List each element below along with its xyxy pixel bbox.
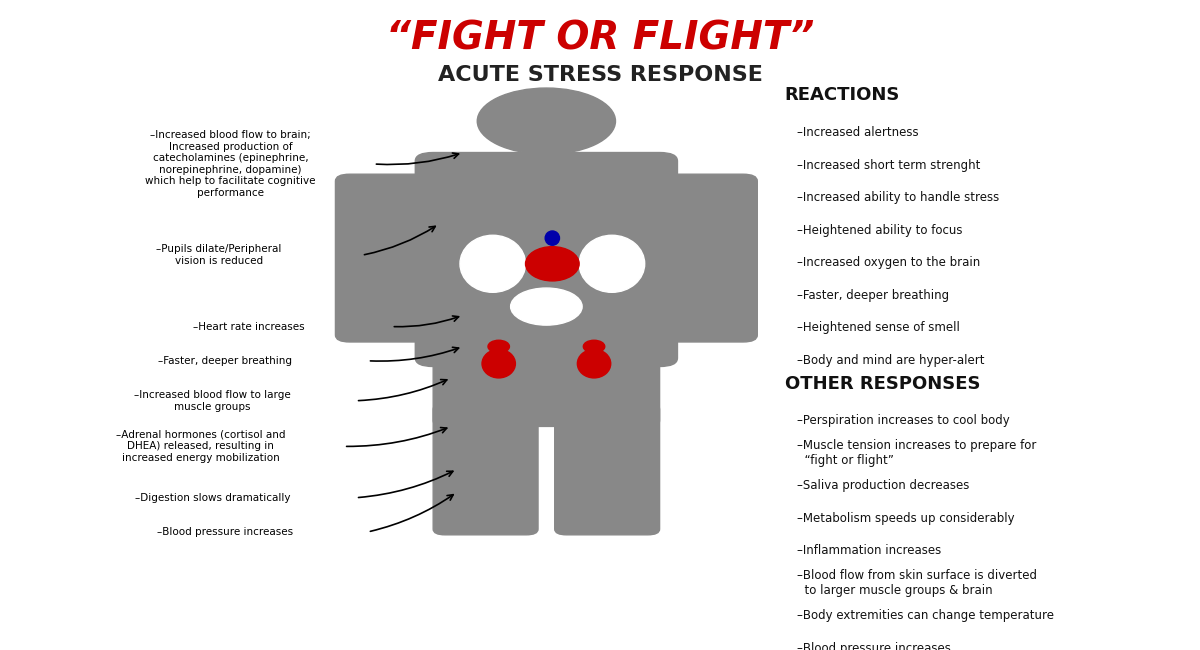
FancyBboxPatch shape [415,153,678,367]
Text: “FIGHT OR FLIGHT”: “FIGHT OR FLIGHT” [386,20,814,57]
FancyBboxPatch shape [524,141,568,164]
Text: –Increased blood flow to brain;
Increased production of
catecholamines (epinephr: –Increased blood flow to brain; Increase… [145,130,316,198]
Circle shape [478,88,616,154]
Text: –Saliva production decreases: –Saliva production decreases [797,479,970,492]
Text: –Metabolism speeds up considerably: –Metabolism speeds up considerably [797,512,1014,525]
Text: –Increased blood flow to large
muscle groups: –Increased blood flow to large muscle gr… [134,390,292,411]
Text: –Digestion slows dramatically: –Digestion slows dramatically [134,493,290,502]
Text: –Pupils dilate/Peripheral
vision is reduced: –Pupils dilate/Peripheral vision is redu… [156,244,281,266]
FancyBboxPatch shape [554,404,660,535]
Ellipse shape [526,246,580,281]
Text: –Adrenal hormones (cortisol and
DHEA) released, resulting in
increased energy mo: –Adrenal hormones (cortisol and DHEA) re… [116,430,286,463]
Text: –Blood flow from skin surface is diverted
  to larger muscle groups & brain: –Blood flow from skin surface is diverte… [797,569,1037,597]
Ellipse shape [545,231,559,245]
FancyBboxPatch shape [433,404,538,535]
Text: –Muscle tension increases to prepare for
  “fight or flight”: –Muscle tension increases to prepare for… [797,439,1036,467]
Text: ACUTE STRESS RESPONSE: ACUTE STRESS RESPONSE [438,66,762,86]
Ellipse shape [577,350,611,378]
Text: –Faster, deeper breathing: –Faster, deeper breathing [797,289,949,302]
FancyBboxPatch shape [336,174,454,342]
Text: –Blood pressure increases: –Blood pressure increases [156,527,293,537]
Ellipse shape [488,340,510,353]
Text: –Body extremities can change temperature: –Body extremities can change temperature [797,609,1054,622]
Ellipse shape [580,235,644,292]
Text: –Faster, deeper breathing: –Faster, deeper breathing [157,356,292,366]
Text: –Heightened sense of smell: –Heightened sense of smell [797,321,960,334]
Ellipse shape [583,340,605,353]
Text: –Blood pressure increases: –Blood pressure increases [797,642,950,650]
Text: –Increased oxygen to the brain: –Increased oxygen to the brain [797,256,980,269]
Ellipse shape [460,235,526,292]
Ellipse shape [511,288,582,325]
Text: –Body and mind are hyper-alert: –Body and mind are hyper-alert [797,354,984,367]
Text: REACTIONS: REACTIONS [785,86,900,105]
Text: –Inflammation increases: –Inflammation increases [797,544,941,557]
Text: –Heightened ability to focus: –Heightened ability to focus [797,224,962,237]
FancyBboxPatch shape [640,174,757,342]
Ellipse shape [482,350,515,378]
FancyBboxPatch shape [433,346,660,426]
Text: OTHER RESPONSES: OTHER RESPONSES [785,374,980,393]
Text: –Increased ability to handle stress: –Increased ability to handle stress [797,191,998,204]
Text: –Increased short term strenght: –Increased short term strenght [797,159,980,172]
Text: –Perspiration increases to cool body: –Perspiration increases to cool body [797,414,1009,427]
Text: –Increased alertness: –Increased alertness [797,126,918,139]
Text: –Heart rate increases: –Heart rate increases [193,322,305,332]
